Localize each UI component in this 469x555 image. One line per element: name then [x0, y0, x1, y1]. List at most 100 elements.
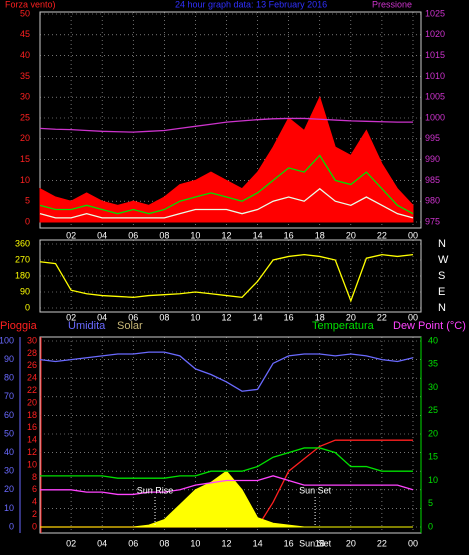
- y-tick-label: 70: [4, 391, 14, 401]
- y3-tick-label: 10: [27, 459, 37, 469]
- y2-tick-label: 30: [428, 382, 438, 392]
- y3-tick-label: 28: [27, 348, 37, 358]
- y2-tick-label: 1005: [425, 92, 445, 102]
- y2-tick-label: N: [438, 238, 446, 250]
- x-tick-label: 14: [253, 538, 263, 548]
- y2-tick-label: 990: [425, 154, 440, 164]
- y-tick-label: 10: [4, 503, 14, 513]
- x-tick-label: 18: [315, 230, 325, 240]
- series-area: [40, 470, 413, 528]
- y2-tick-label: 975: [425, 216, 440, 226]
- y2-tick-label: 1025: [425, 8, 445, 18]
- x-tick-label: 06: [128, 312, 138, 322]
- x-tick-label: 14: [253, 230, 263, 240]
- y2-tick-label: 980: [425, 196, 440, 206]
- y-tick-label: 50: [4, 428, 14, 438]
- x-tick-label: 08: [159, 312, 169, 322]
- x-tick-label: 18: [315, 538, 325, 548]
- y2-tick-label: W: [438, 254, 449, 266]
- y2-tick-label: 15: [428, 452, 438, 462]
- x-tick-label: 22: [377, 230, 387, 240]
- y-tick-label: 35: [20, 71, 30, 81]
- y3-tick-label: 12: [27, 447, 37, 457]
- x-tick-label: 20: [346, 538, 356, 548]
- x-tick-label: 10: [190, 312, 200, 322]
- y-tick-label: 270: [15, 254, 30, 264]
- annotation: Sun Set: [299, 538, 332, 548]
- x-tick-label: 10: [190, 538, 200, 548]
- y3-tick-label: 14: [27, 435, 37, 445]
- y-tick-label: 20: [4, 484, 14, 494]
- legend-label: Pioggia: [0, 320, 38, 332]
- legend-label: Umidita: [68, 320, 106, 332]
- y2-tick-label: 995: [425, 133, 440, 143]
- y2-tick-label: E: [438, 286, 445, 298]
- y-tick-label: 0: [25, 216, 30, 226]
- y-tick-label: 30: [4, 466, 14, 476]
- y-tick-label: 360: [15, 238, 30, 248]
- y-tick-label: 180: [15, 270, 30, 280]
- series-area: [39, 95, 414, 223]
- x-tick-label: 22: [377, 312, 387, 322]
- y-tick-label: 90: [20, 286, 30, 296]
- x-tick-label: 06: [128, 538, 138, 548]
- y2-tick-label: 0: [428, 521, 433, 531]
- y2-tick-label: 35: [428, 359, 438, 369]
- y-tick-label: 80: [4, 373, 14, 383]
- annotation: Sun Set: [299, 485, 332, 495]
- x-tick-label: 18: [315, 312, 325, 322]
- y2-tick-label: 5: [428, 498, 433, 508]
- series-line: [39, 351, 414, 392]
- legend-label: Temperatura: [312, 320, 375, 332]
- plot-frame: [39, 11, 422, 229]
- series-line: [40, 447, 413, 479]
- x-tick-label: 12: [221, 230, 231, 240]
- y-tick-label: 90: [4, 354, 14, 364]
- x-tick-label: 08: [159, 538, 169, 548]
- y2-tick-label: N: [438, 302, 446, 314]
- series-line: [39, 187, 414, 219]
- x-tick-label: 10: [190, 230, 200, 240]
- x-tick-label: 04: [97, 312, 107, 322]
- y2-tick-label: 1020: [425, 29, 445, 39]
- y2-tick-label: 25: [428, 405, 438, 415]
- y-tick-label: 40: [20, 50, 30, 60]
- x-tick-label: 02: [66, 538, 76, 548]
- y2-tick-label: 40: [428, 335, 438, 345]
- y-tick-label: 15: [20, 154, 30, 164]
- x-tick-label: 12: [221, 538, 231, 548]
- y-tick-label: 25: [20, 112, 30, 122]
- chart-title: 24 hour graph data: 13 February 2016: [175, 0, 327, 9]
- y3-tick-label: 22: [27, 385, 37, 395]
- wind-label: Forza vento): [5, 0, 56, 9]
- y3-tick-label: 18: [27, 410, 37, 420]
- y-tick-label: 5: [25, 196, 30, 206]
- y3-tick-label: 30: [27, 335, 37, 345]
- y2-tick-label: 10: [428, 475, 438, 485]
- y2-tick-label: 1000: [425, 112, 445, 122]
- y-tick-label: 10: [20, 175, 30, 185]
- y3-tick-label: 24: [27, 373, 37, 383]
- x-tick-label: 22: [377, 538, 387, 548]
- x-tick-label: 12: [221, 312, 231, 322]
- x-tick-label: 06: [128, 230, 138, 240]
- x-tick-label: 04: [97, 538, 107, 548]
- y3-tick-label: 0: [32, 521, 37, 531]
- y3-tick-label: 8: [32, 472, 37, 482]
- x-tick-label: 02: [66, 230, 76, 240]
- series-line: [39, 117, 413, 133]
- x-tick-label: 00: [408, 312, 418, 322]
- series-line: [39, 254, 414, 303]
- y2-tick-label: 985: [425, 175, 440, 185]
- annotation: Sun Rise: [137, 485, 174, 495]
- series-line: [40, 475, 414, 496]
- y3-tick-label: 6: [32, 484, 37, 494]
- x-tick-label: 00: [408, 230, 418, 240]
- y3-tick-label: 26: [27, 360, 37, 370]
- plot-frame: [39, 239, 422, 313]
- x-tick-label: 08: [159, 230, 169, 240]
- y-tick-label: 40: [4, 447, 14, 457]
- x-tick-label: 16: [284, 230, 294, 240]
- x-tick-label: 20: [346, 230, 356, 240]
- y-tick-label: 45: [20, 29, 30, 39]
